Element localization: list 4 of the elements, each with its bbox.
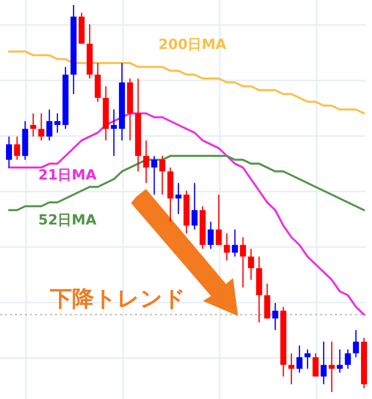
series-label: 200日MA bbox=[158, 36, 227, 53]
annotation: 下降トレンド bbox=[49, 287, 186, 312]
series-label: 52日MA bbox=[38, 212, 97, 228]
series-label: 21日MA bbox=[38, 168, 97, 184]
